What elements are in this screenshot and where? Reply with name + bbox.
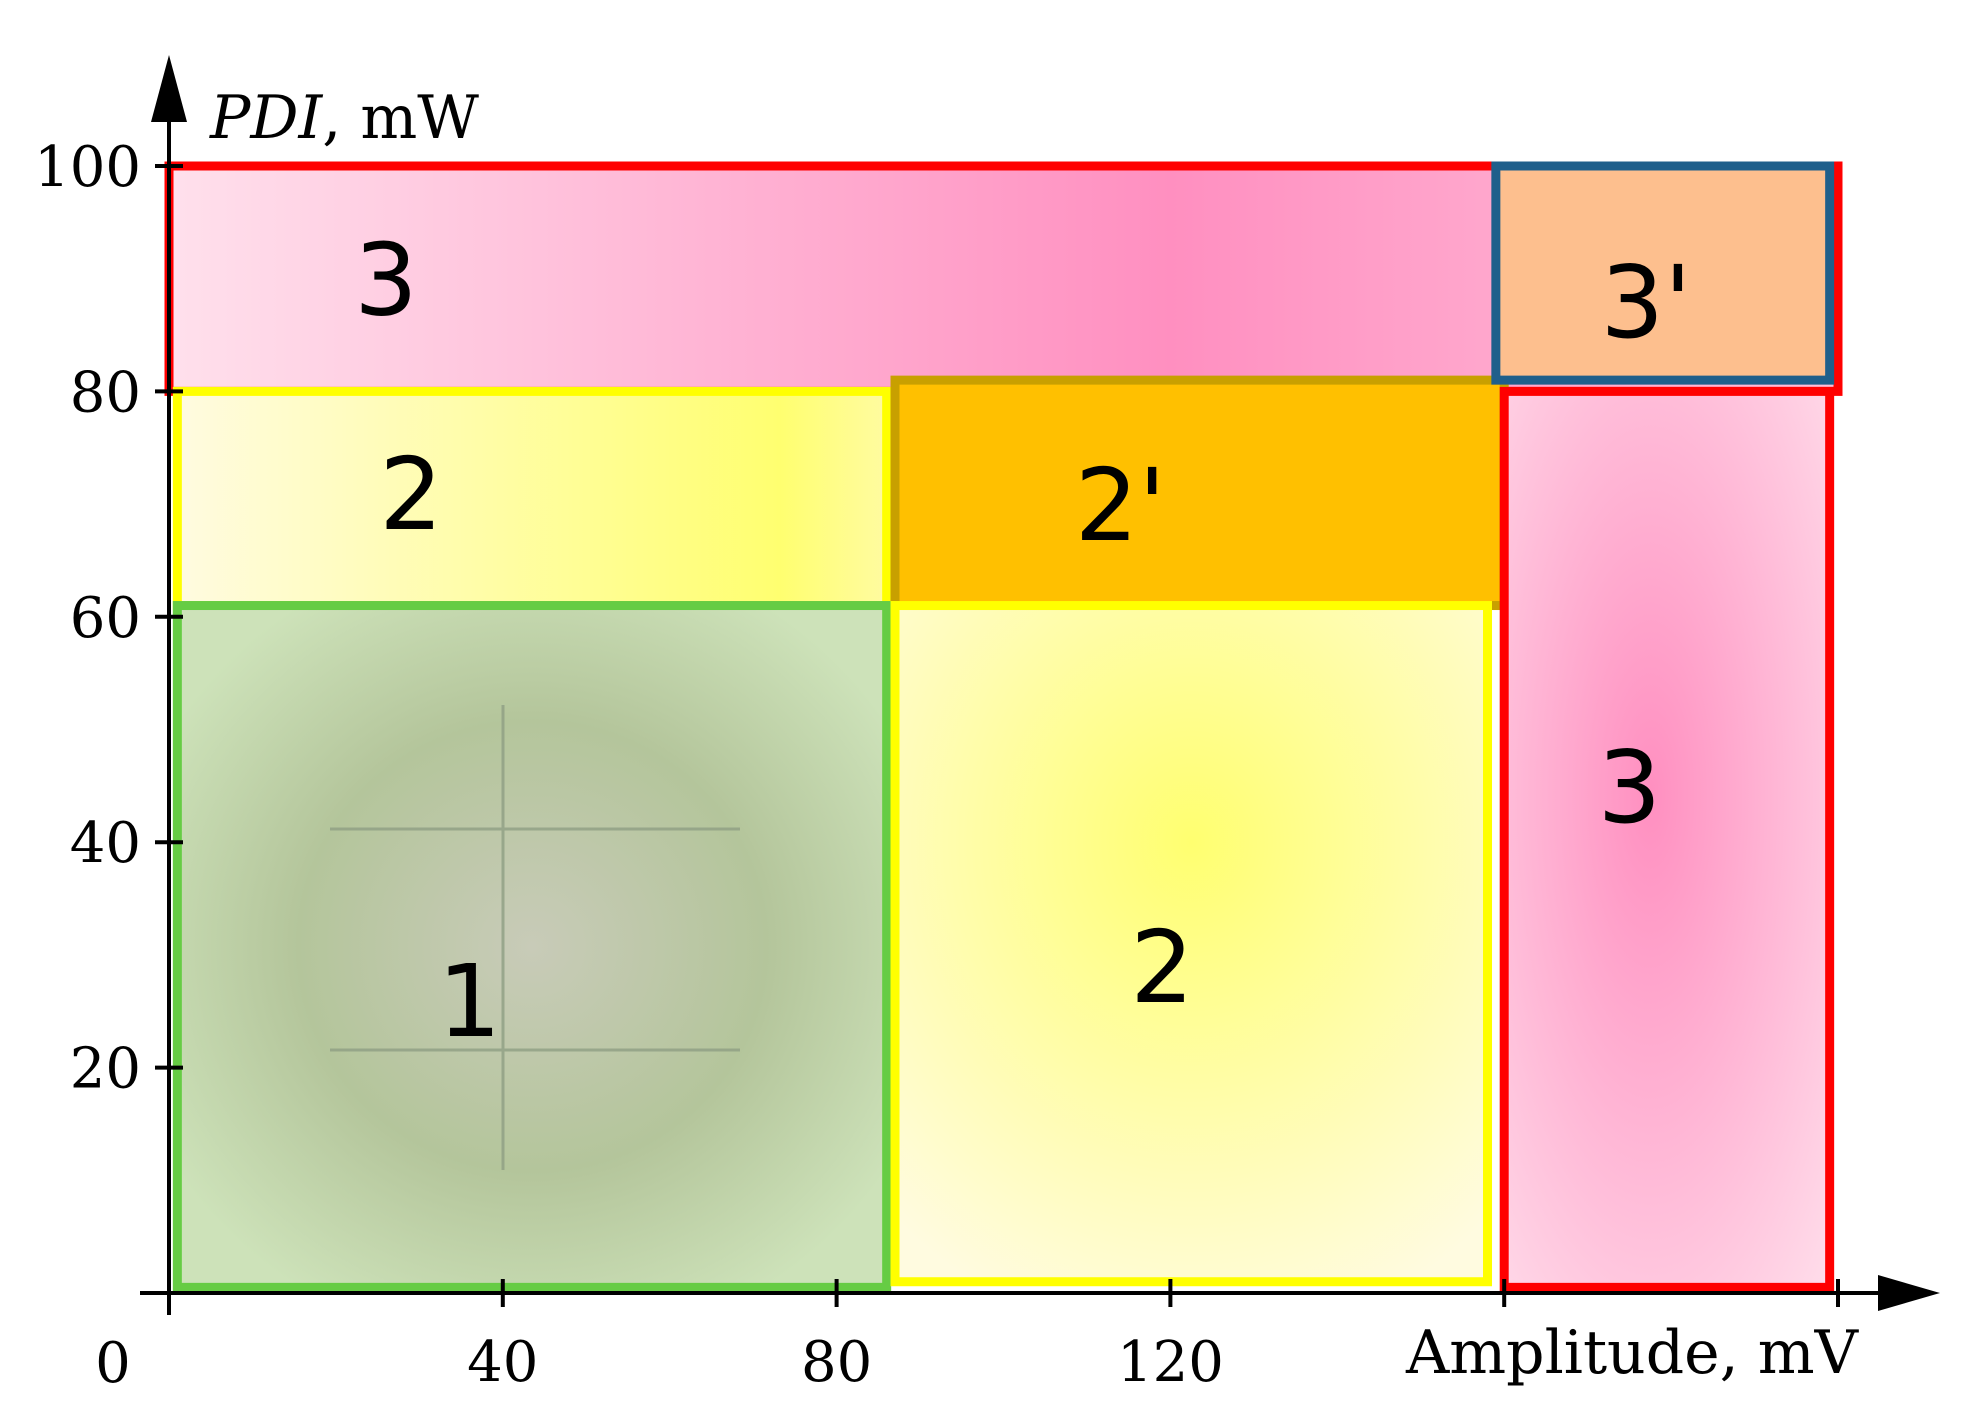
region-2-prime (890, 375, 1509, 611)
region-label-2-top: 2 (379, 436, 443, 553)
region-1 (172, 601, 892, 1292)
axes (140, 120, 1880, 1315)
y-tick-label-3: 80 (70, 360, 141, 425)
y-tick-label-2: 60 (70, 586, 141, 651)
region-label-3-right: 3 (1598, 729, 1662, 846)
origin-label: 0 (95, 1331, 131, 1396)
y-tick-label-1: 40 (70, 811, 141, 876)
y-axis-arrow-icon (151, 55, 187, 122)
y-axis-title-unit: , mW (322, 83, 479, 153)
region-2-bottom (890, 601, 1493, 1287)
region-2-top (172, 386, 892, 611)
region-label-3-prime: 3' (1601, 244, 1692, 361)
regions-layer (164, 161, 1843, 1292)
region-3-right (1499, 386, 1835, 1292)
region-label-2-prime: 2' (1075, 447, 1166, 564)
region-label-2-bottom: 2 (1130, 909, 1194, 1026)
region-1-crosshair (330, 705, 740, 1170)
region-3-prime (1491, 161, 1835, 385)
x-tick-label-1: 80 (801, 1330, 872, 1395)
x-ticks: 40 80 120 (467, 1279, 1840, 1395)
y-ticks: 20 40 60 80 100 (34, 135, 183, 1102)
y-tick-label-4: 100 (34, 135, 141, 200)
y-tick-label-0: 20 (70, 1037, 141, 1102)
region-label-1: 1 (438, 943, 502, 1060)
y-axis-title: PDI, mW (209, 83, 479, 153)
x-axis-arrow-icon (1878, 1275, 1940, 1311)
region-label-3-top: 3 (354, 222, 418, 339)
region-labels: 3 2 2' 3' 1 2 3 (354, 222, 1691, 1060)
x-tick-label-2: 120 (1117, 1330, 1224, 1395)
x-axis-title: Amplitude, mV (1405, 1318, 1860, 1388)
x-tick-label-0: 40 (467, 1330, 538, 1395)
y-axis-title-variable: PDI (209, 83, 323, 153)
